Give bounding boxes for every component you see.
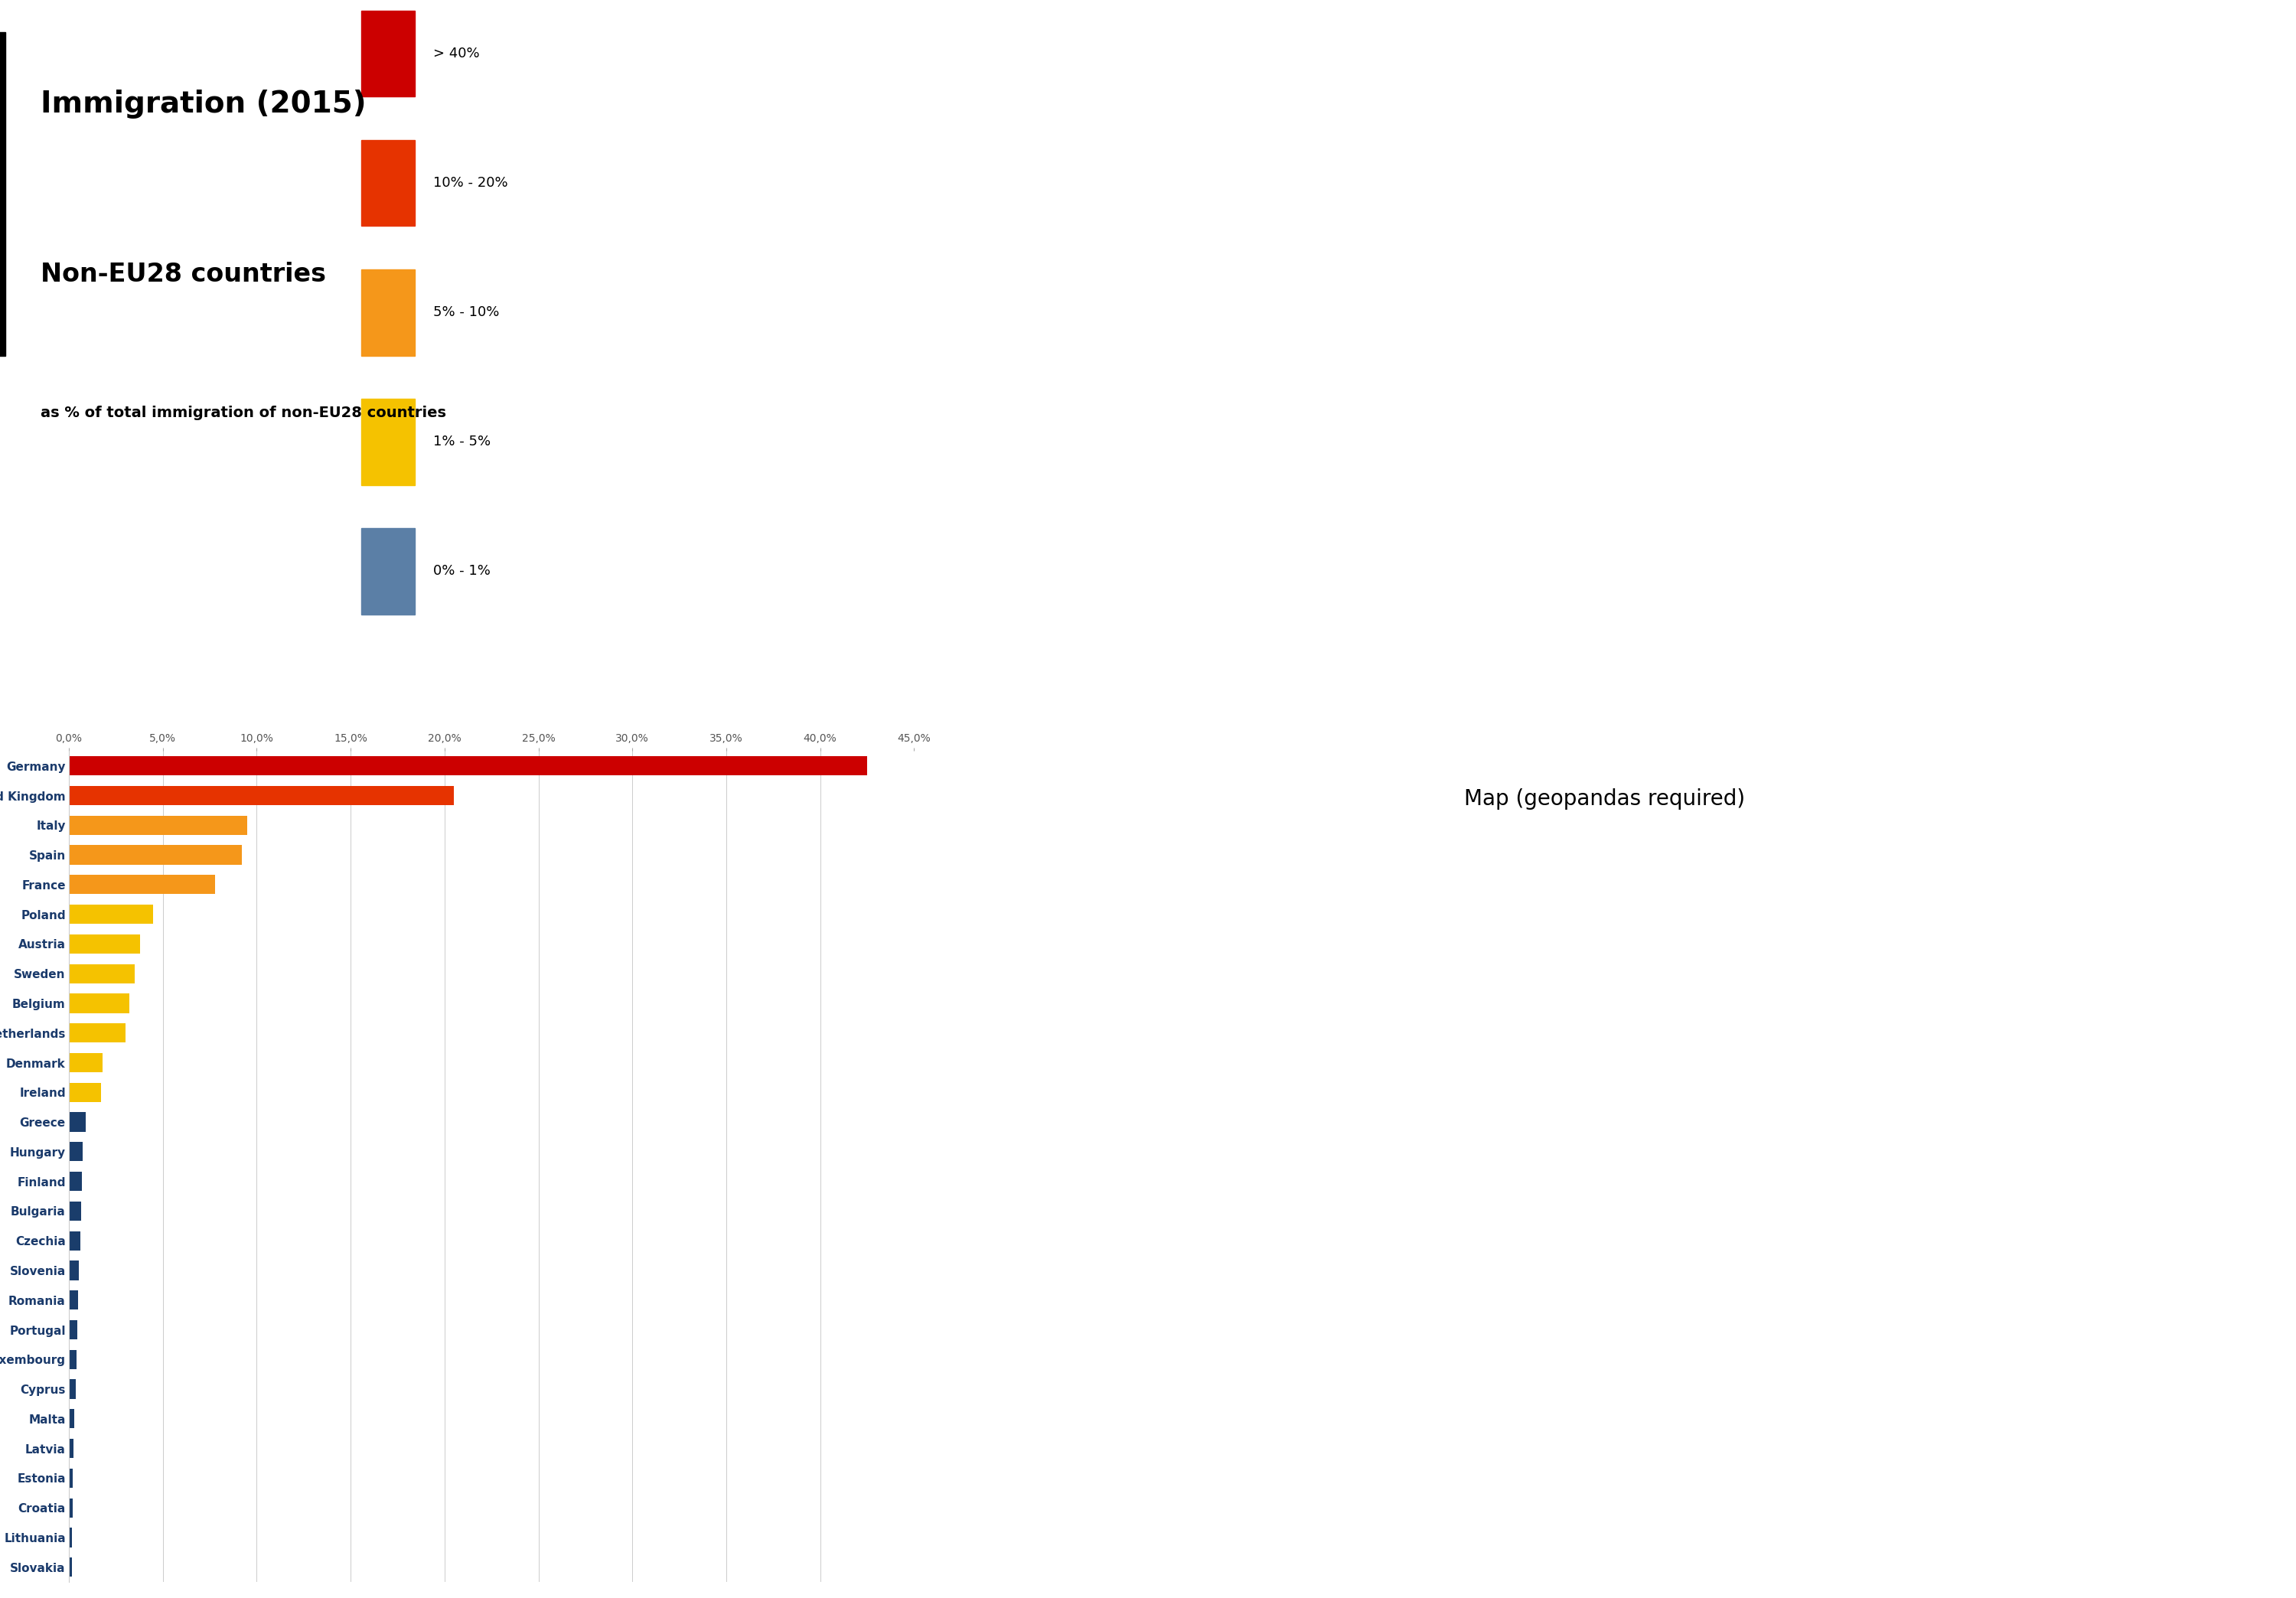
- Bar: [360, 527, 416, 615]
- Bar: [69, 1143, 83, 1162]
- Text: Immigration (2015): Immigration (2015): [41, 89, 367, 118]
- Text: 1% - 5%: 1% - 5%: [434, 435, 491, 449]
- Bar: [69, 845, 241, 865]
- Bar: [69, 1409, 73, 1429]
- Bar: [69, 1202, 80, 1221]
- Text: Non-EU28 countries: Non-EU28 countries: [41, 262, 326, 288]
- Text: 0% - 1%: 0% - 1%: [434, 564, 489, 578]
- Bar: [69, 964, 135, 983]
- Text: > 40%: > 40%: [434, 46, 480, 61]
- Bar: [360, 11, 416, 97]
- Bar: [69, 1261, 78, 1280]
- Bar: [69, 1528, 71, 1547]
- Bar: [69, 876, 216, 895]
- Bar: [69, 1083, 101, 1103]
- Bar: [69, 815, 248, 834]
- Bar: [69, 935, 140, 954]
- Bar: [69, 1438, 73, 1457]
- Text: 5% - 10%: 5% - 10%: [434, 305, 498, 320]
- Bar: [69, 1230, 80, 1250]
- Bar: [69, 1350, 76, 1369]
- Bar: [69, 1320, 78, 1339]
- Bar: [69, 1379, 76, 1398]
- Bar: [69, 1053, 103, 1072]
- Bar: [360, 400, 416, 486]
- Bar: [69, 1499, 73, 1518]
- Bar: [69, 786, 455, 805]
- Bar: [360, 141, 416, 227]
- Bar: [69, 1171, 83, 1191]
- Bar: [69, 1112, 85, 1131]
- Bar: [69, 1023, 126, 1042]
- Bar: [69, 756, 868, 775]
- Text: Map (geopandas required): Map (geopandas required): [1465, 788, 1745, 810]
- Text: 10% - 20%: 10% - 20%: [434, 176, 507, 190]
- Text: as % of total immigration of non-EU28 countries: as % of total immigration of non-EU28 co…: [41, 406, 445, 420]
- Bar: [69, 1558, 71, 1577]
- Bar: [69, 1469, 73, 1488]
- Bar: [69, 904, 154, 924]
- Bar: [69, 994, 129, 1013]
- Bar: [360, 268, 416, 356]
- Bar: [69, 1291, 78, 1310]
- Bar: [0, 32, 5, 356]
